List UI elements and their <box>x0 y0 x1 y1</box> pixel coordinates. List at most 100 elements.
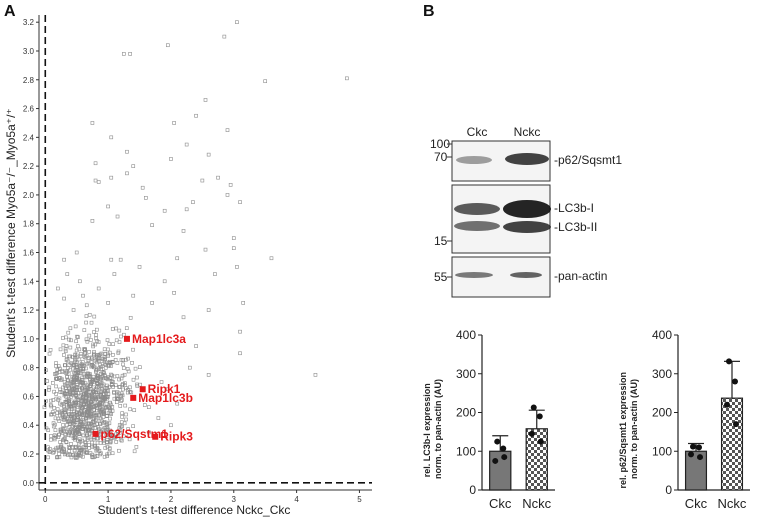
scatter-point <box>59 402 64 407</box>
data-point-ckc <box>690 443 696 450</box>
scatter-point <box>106 427 110 432</box>
scatter-point <box>68 402 73 407</box>
scatter-point <box>117 423 122 427</box>
scatter-point <box>105 394 109 399</box>
scatter-point <box>65 384 70 388</box>
scatter-point <box>122 421 127 426</box>
scatter-point <box>119 438 124 443</box>
scatter-point <box>102 405 107 410</box>
scatter-point <box>92 330 96 334</box>
scatter-point <box>93 178 98 183</box>
scatter-point <box>96 286 101 291</box>
scatter-point <box>200 178 205 183</box>
scatter-point <box>75 334 79 339</box>
scatter-point <box>84 388 89 392</box>
scatter-point <box>102 355 107 360</box>
scatter-point <box>87 312 92 317</box>
scatter-point <box>99 351 104 356</box>
scatter-point <box>101 369 106 374</box>
bar-chart-p62-bars: Ckc Nckc <box>685 358 747 511</box>
scatter-point <box>225 128 230 132</box>
scatter-point <box>87 333 92 338</box>
scatter-point <box>81 433 86 438</box>
scatter-point <box>109 135 114 140</box>
scatter-point <box>80 375 85 380</box>
scatter-y-tick-label: 1.8 <box>23 220 35 229</box>
scatter-point <box>75 373 80 377</box>
scatter-point <box>84 366 88 371</box>
scatter-point <box>135 382 139 387</box>
scatter-point <box>94 368 98 373</box>
scatter-point <box>98 432 102 437</box>
scatter-point <box>95 436 99 441</box>
band-actin-ckc <box>455 272 493 278</box>
scatter-point <box>120 398 124 402</box>
scatter-point <box>58 446 62 451</box>
data-point-ckc <box>501 454 508 461</box>
scatter-point <box>80 438 85 443</box>
scatter-point <box>91 344 95 349</box>
data-point-ckc <box>696 444 702 451</box>
bar-nckc <box>525 428 548 491</box>
scatter-point <box>63 347 68 352</box>
scatter-point <box>81 293 85 298</box>
scatter-point <box>44 368 48 372</box>
scatter-point <box>66 445 71 449</box>
bar2-y-label: rel. p62/Sqsmt1 expression norm. to pan-… <box>618 369 639 488</box>
scatter-point <box>122 332 126 337</box>
scatter-point <box>107 342 112 346</box>
scatter-point <box>90 445 94 449</box>
scatter-y-tick-label: 1.6 <box>23 249 35 258</box>
scatter-y-tick-label: 0.2 <box>23 450 35 459</box>
scatter-point <box>57 419 62 423</box>
bar-y-tick-label: 400 <box>456 328 476 342</box>
scatter-point <box>88 384 92 389</box>
scatter-point <box>103 397 107 402</box>
scatter-point <box>117 377 121 382</box>
scatter-point <box>88 386 93 391</box>
scatter-point <box>125 171 129 176</box>
bar-category-label: Nckc <box>718 496 747 511</box>
scatter-point <box>116 349 121 354</box>
scatter-point <box>313 373 318 377</box>
scatter-point <box>69 407 74 412</box>
scatter-point <box>150 301 154 305</box>
scatter-point <box>135 375 139 380</box>
scatter-point <box>131 347 135 352</box>
bar2-y-label-line1: rel. p62/Sqsmt1 expression <box>618 372 628 489</box>
scatter-point <box>89 320 94 325</box>
scatter-point <box>69 442 73 446</box>
scatter-point <box>116 397 121 401</box>
scatter-point <box>91 342 95 347</box>
scatter-point <box>96 356 100 361</box>
scatter-point <box>269 256 274 261</box>
data-point-nckc <box>536 413 543 420</box>
scatter-point <box>87 350 91 354</box>
scatter-point <box>125 149 129 154</box>
scatter-point <box>162 279 167 284</box>
scatter-point <box>128 407 132 412</box>
highlight-label: Ripk1 <box>148 382 181 396</box>
scatter-point <box>104 401 109 406</box>
scatter-point <box>71 308 76 312</box>
bar-y-tick-label: 300 <box>456 367 476 381</box>
scatter-point <box>76 398 81 402</box>
band-label-actin: -pan-actin <box>554 269 607 283</box>
scatter-point <box>109 372 113 377</box>
scatter-point <box>64 371 68 375</box>
scatter-point <box>125 367 130 371</box>
scatter-point <box>53 422 57 427</box>
scatter-point <box>78 415 83 420</box>
scatter-point <box>69 338 73 343</box>
scatter-point <box>101 421 106 425</box>
scatter-point <box>69 414 73 419</box>
scatter-point <box>123 381 127 385</box>
scatter-plot: 0 1 2 3 4 5 0.0 0.2 0.4 0.6 0.8 1.0 1.2 1.4 1.6 1.8 2.0 2… <box>4 15 372 517</box>
scatter-point <box>97 355 101 360</box>
scatter-point <box>108 439 113 443</box>
scatter-point <box>99 395 104 400</box>
scatter-point <box>107 447 112 451</box>
scatter-point <box>68 326 73 331</box>
scatter-point <box>147 405 151 409</box>
